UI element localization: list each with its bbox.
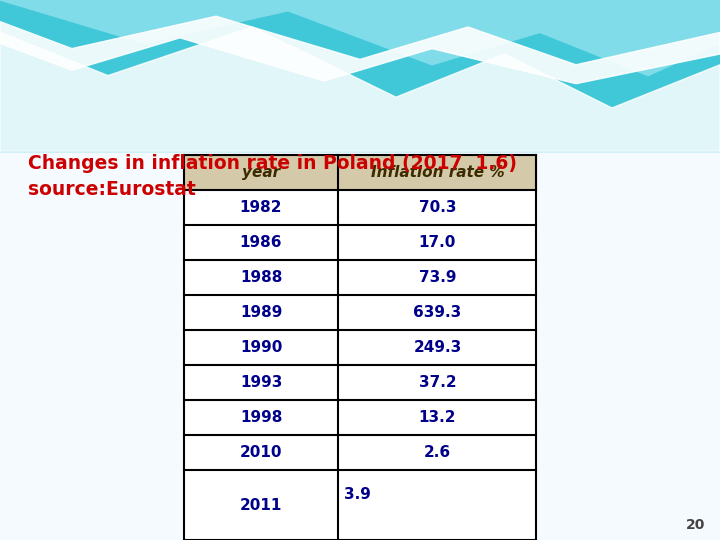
Polygon shape <box>0 0 720 76</box>
Polygon shape <box>338 365 536 400</box>
Text: 3.9: 3.9 <box>344 487 372 502</box>
Polygon shape <box>338 435 536 470</box>
Polygon shape <box>338 295 536 330</box>
Polygon shape <box>184 260 338 295</box>
Text: 13.2: 13.2 <box>418 410 456 425</box>
Polygon shape <box>184 435 338 470</box>
Polygon shape <box>338 260 536 295</box>
Text: 639.3: 639.3 <box>413 305 462 320</box>
Polygon shape <box>338 190 536 225</box>
Text: Changes in inflation rate in Poland (2017  1.6): Changes in inflation rate in Poland (201… <box>28 154 517 173</box>
Text: 1990: 1990 <box>240 340 282 355</box>
Text: year: year <box>242 165 280 180</box>
Text: 1998: 1998 <box>240 410 282 425</box>
Text: 17.0: 17.0 <box>419 235 456 250</box>
Polygon shape <box>184 190 338 225</box>
Polygon shape <box>184 365 338 400</box>
Text: 1989: 1989 <box>240 305 282 320</box>
Polygon shape <box>0 0 720 151</box>
Text: 70.3: 70.3 <box>418 200 456 215</box>
Polygon shape <box>184 470 338 540</box>
Text: source:Eurostat: source:Eurostat <box>28 180 196 199</box>
Polygon shape <box>184 295 338 330</box>
Text: 2.6: 2.6 <box>424 445 451 460</box>
Polygon shape <box>184 225 338 260</box>
Text: 1993: 1993 <box>240 375 282 390</box>
Text: 1982: 1982 <box>240 200 282 215</box>
Text: 2011: 2011 <box>240 497 282 512</box>
Polygon shape <box>184 330 338 365</box>
Polygon shape <box>0 27 720 151</box>
Polygon shape <box>184 155 338 190</box>
Text: 2010: 2010 <box>240 445 282 460</box>
Polygon shape <box>338 400 536 435</box>
Text: 1988: 1988 <box>240 270 282 285</box>
Text: 73.9: 73.9 <box>418 270 456 285</box>
Text: 20: 20 <box>685 518 705 532</box>
Polygon shape <box>338 470 536 540</box>
Text: 37.2: 37.2 <box>418 375 456 390</box>
Polygon shape <box>338 225 536 260</box>
Text: 249.3: 249.3 <box>413 340 462 355</box>
Polygon shape <box>338 330 536 365</box>
Polygon shape <box>0 16 720 84</box>
Text: Inflation rate %: Inflation rate % <box>371 165 504 180</box>
Polygon shape <box>338 155 536 190</box>
Text: 1986: 1986 <box>240 235 282 250</box>
Polygon shape <box>184 400 338 435</box>
